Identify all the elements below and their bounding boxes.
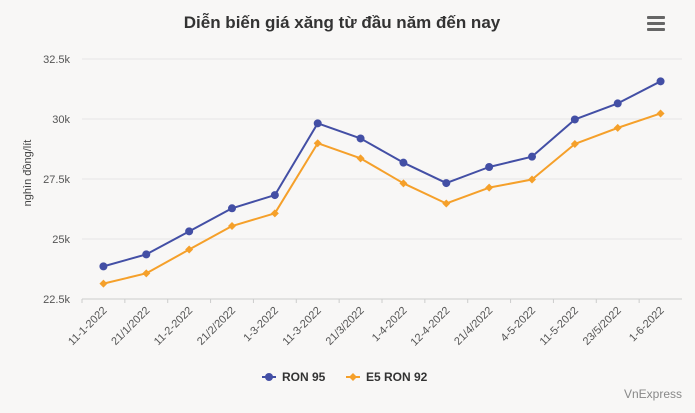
- data-point[interactable]: [185, 227, 194, 236]
- x-tick-label: 11-5-2022: [538, 305, 581, 348]
- legend-item[interactable]: RON 95: [262, 370, 326, 384]
- chart-title: Diễn biến giá xăng từ đầu năm đến nay: [184, 13, 501, 32]
- data-point[interactable]: [356, 134, 365, 143]
- data-point[interactable]: [613, 123, 622, 132]
- data-point[interactable]: [442, 199, 451, 208]
- x-tick-label: 11-3-2022: [280, 305, 323, 348]
- hamburger-menu-icon[interactable]: [647, 16, 665, 31]
- data-point[interactable]: [313, 139, 322, 148]
- x-tick-label: 21/4/2022: [452, 305, 495, 348]
- data-point[interactable]: [399, 179, 408, 188]
- data-point[interactable]: [485, 163, 494, 171]
- y-tick-label: 27.5k: [43, 174, 70, 186]
- x-tick-label: 1-6-2022: [627, 305, 667, 345]
- data-point[interactable]: [270, 191, 279, 200]
- data-point[interactable]: [228, 222, 236, 231]
- grid: [82, 58, 682, 300]
- x-axis-ticks: 11-1-2022 21/1/2022 11-2-2022 21/2/2022 1-3-…: [66, 299, 667, 349]
- data-point[interactable]: [356, 154, 365, 163]
- legend-label: RON 95: [282, 370, 326, 384]
- credit-label[interactable]: VnExpress: [624, 387, 682, 401]
- data-point[interactable]: [228, 204, 236, 213]
- data-point[interactable]: [142, 250, 151, 259]
- legend-marker: [265, 373, 273, 381]
- x-tick-label: 1-4-2022: [370, 305, 410, 345]
- chart-menu-button[interactable]: [643, 13, 669, 35]
- data-point[interactable]: [570, 115, 579, 124]
- data-point[interactable]: [570, 139, 579, 148]
- series: [99, 77, 665, 288]
- data-point[interactable]: [270, 209, 279, 218]
- x-tick-label: 23/5/2022: [581, 305, 624, 348]
- data-point[interactable]: [613, 99, 622, 108]
- data-point[interactable]: [442, 179, 451, 188]
- y-tick-label: 32.5k: [43, 54, 70, 66]
- data-point[interactable]: [99, 262, 108, 271]
- y-tick-label: 30k: [52, 114, 70, 126]
- data-point[interactable]: [656, 109, 665, 118]
- legend-marker: [349, 373, 357, 381]
- legend-label: E5 RON 92: [366, 370, 428, 384]
- y-axis-title: nghìn đồng/lít: [22, 140, 34, 207]
- data-point[interactable]: [485, 183, 494, 192]
- series-line[interactable]: [103, 80, 662, 268]
- series-1[interactable]: [99, 109, 665, 288]
- data-point[interactable]: [399, 158, 408, 167]
- x-tick-label: 21/3/2022: [324, 305, 367, 348]
- data-point[interactable]: [528, 175, 536, 184]
- x-tick-label: 21/1/2022: [109, 305, 152, 348]
- x-tick-label: 11-1-2022: [66, 305, 109, 348]
- x-tick-label: 12-4-2022: [408, 305, 452, 349]
- x-tick-label: 21/2/2022: [195, 305, 238, 348]
- data-point[interactable]: [142, 269, 151, 278]
- series-line[interactable]: [103, 112, 661, 285]
- series-0[interactable]: [99, 77, 665, 271]
- data-point[interactable]: [185, 245, 194, 254]
- data-point[interactable]: [99, 279, 108, 288]
- x-tick-label: 1-3-2022: [241, 305, 281, 345]
- data-point[interactable]: [656, 77, 665, 86]
- y-axis-ticks: 22.5k 25k 27.5k 30k 32.5k: [43, 54, 70, 306]
- data-point[interactable]: [528, 152, 536, 161]
- x-tick-label: 11-2-2022: [152, 305, 195, 348]
- legend-item[interactable]: E5 RON 92: [346, 370, 428, 384]
- y-tick-label: 25k: [52, 234, 70, 246]
- data-point[interactable]: [313, 119, 322, 128]
- y-tick-label: 22.5k: [43, 294, 70, 306]
- x-tick-label: 4-5-2022: [498, 305, 538, 345]
- legend: RON 95 E5 RON 92: [262, 370, 428, 384]
